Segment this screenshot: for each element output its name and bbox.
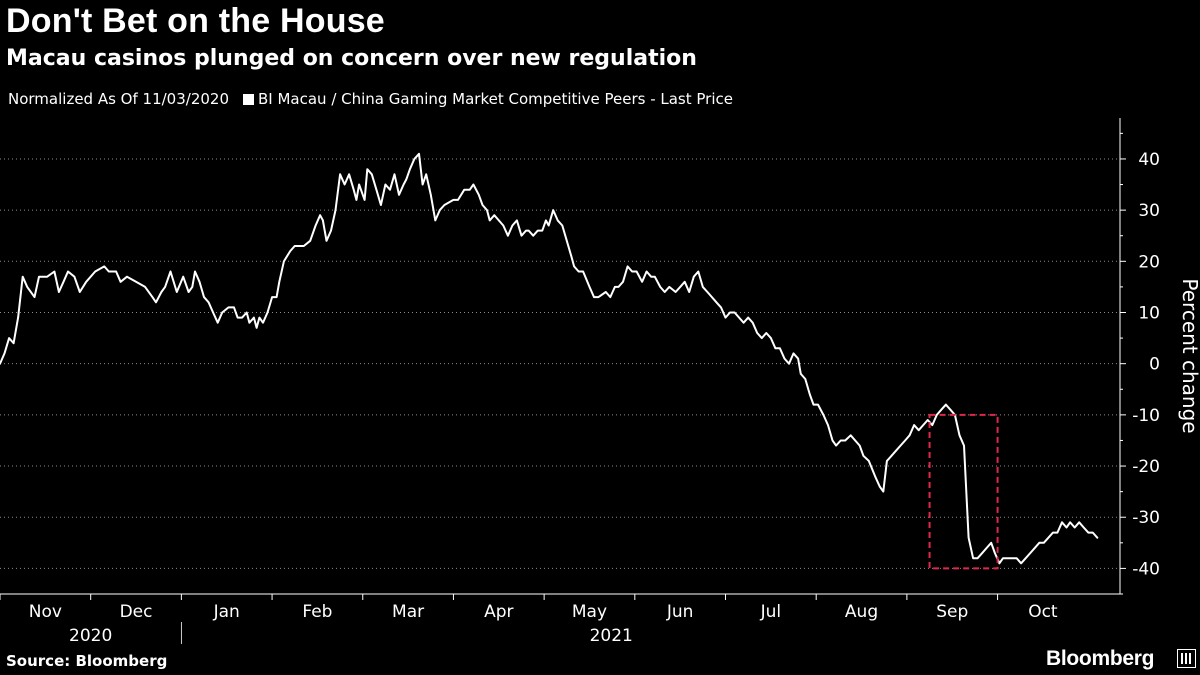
- x-month-label: May: [572, 602, 607, 622]
- chart-subtitle: Macau casinos plunged on concern over ne…: [6, 46, 697, 71]
- x-month-label: Dec: [120, 602, 153, 622]
- chart-title: Don't Bet on the House: [6, 2, 385, 40]
- brand-wordmark: Bloomberg: [1046, 647, 1155, 670]
- axes: -40 -30 -20 -10 0 10 20 30 40 Nov Dec Jan Feb Mar Apr M…: [0, 118, 1160, 646]
- x-year-label: 2021: [590, 626, 633, 646]
- y-tick-label: 40: [1138, 150, 1160, 170]
- series-layer: [0, 152, 1099, 565]
- gridlines: [0, 158, 1120, 569]
- y-tick-label: -20: [1132, 457, 1160, 477]
- x-month-label: Jan: [213, 602, 240, 622]
- normalized-note: Normalized As Of 11/03/2020: [8, 90, 229, 108]
- y-tick-label: 20: [1138, 252, 1160, 272]
- x-month-label: Aug: [845, 602, 878, 622]
- y-tick-label: -40: [1132, 559, 1160, 579]
- y-tick-label: 10: [1138, 303, 1160, 323]
- x-month-label: Nov: [29, 602, 62, 622]
- x-month-label: Sep: [936, 602, 968, 622]
- chart-legend: Normalized As Of 11/03/2020 BI Macau / C…: [8, 90, 733, 108]
- y-tick-label: -10: [1132, 406, 1160, 426]
- y-tick-label: 30: [1138, 201, 1160, 221]
- y-tick-label: 0: [1149, 355, 1160, 375]
- x-month-label: Oct: [1028, 602, 1058, 622]
- x-month-label: Apr: [484, 602, 513, 622]
- highlight-box: [928, 413, 999, 570]
- x-year-label: 2020: [69, 626, 112, 646]
- y-tick-label: -30: [1132, 508, 1160, 528]
- y-axis-label: Percent change: [1178, 278, 1200, 433]
- x-month-label: Jul: [760, 602, 782, 622]
- x-month-label: Mar: [392, 602, 424, 622]
- legend-swatch-icon: [243, 93, 254, 105]
- legend-series-label: BI Macau / China Gaming Market Competiti…: [258, 90, 733, 108]
- series-line: [0, 152, 1099, 565]
- highlight-layer: [928, 413, 999, 570]
- x-month-label: Feb: [302, 602, 332, 622]
- source-note: Source: Bloomberg: [6, 652, 168, 670]
- x-month-label: Jun: [666, 602, 694, 622]
- bloomberg-logo-icon: [1177, 649, 1196, 668]
